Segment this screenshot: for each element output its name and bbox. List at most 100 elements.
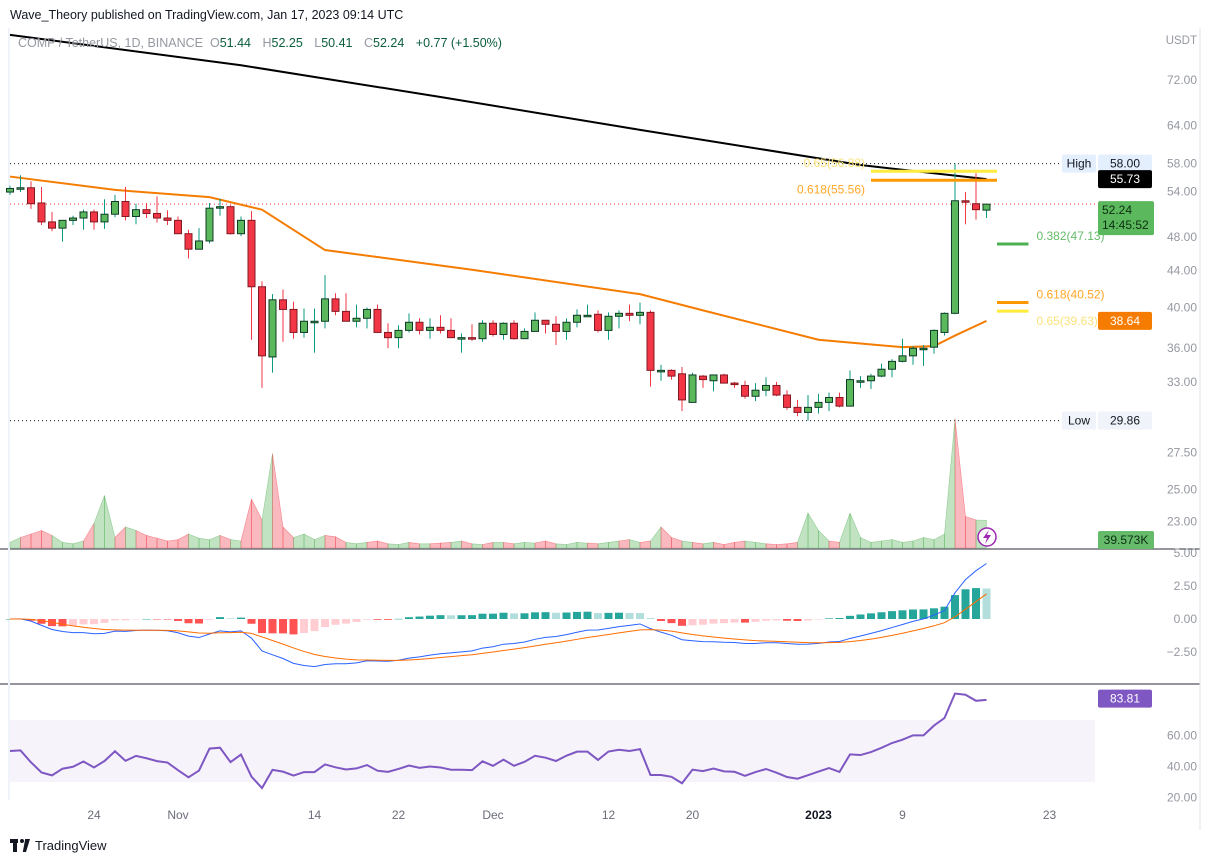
candle-body[interactable] — [594, 313, 602, 331]
candle-body[interactable] — [300, 320, 308, 333]
candle-body[interactable] — [258, 286, 266, 357]
candle-body[interactable] — [153, 212, 161, 219]
candle-body[interactable] — [699, 375, 707, 381]
candle-body[interactable] — [646, 311, 655, 371]
candle-body[interactable] — [415, 321, 424, 331]
candle-body[interactable] — [688, 374, 697, 403]
candle-body[interactable] — [741, 384, 749, 397]
candle-body[interactable] — [877, 368, 886, 377]
candle-body[interactable] — [835, 396, 844, 407]
candle-body[interactable] — [16, 187, 25, 190]
candle-body[interactable] — [478, 322, 487, 340]
candle-body[interactable] — [69, 217, 77, 221]
candle-body[interactable] — [132, 209, 140, 218]
candle-body[interactable] — [667, 369, 676, 377]
candle-body[interactable] — [37, 202, 46, 223]
candle-body[interactable] — [982, 203, 991, 211]
candle-body[interactable] — [625, 312, 634, 316]
symbol-name[interactable]: COMP / TetherUS, 1D, BINANCE — [18, 36, 204, 50]
candle-body[interactable] — [541, 319, 550, 325]
candle-body[interactable] — [562, 321, 571, 332]
candle-body[interactable] — [405, 321, 413, 331]
candle-body[interactable] — [237, 219, 245, 235]
candle-body[interactable] — [531, 319, 539, 332]
candle-body[interactable] — [205, 207, 214, 242]
candle-body[interactable] — [247, 219, 256, 288]
candle-body[interactable] — [657, 369, 665, 373]
candle-body[interactable] — [919, 347, 928, 351]
candle-body[interactable] — [226, 206, 235, 235]
candle-body[interactable] — [111, 200, 119, 215]
candle-body[interactable] — [898, 355, 907, 362]
candle-body[interactable] — [310, 320, 319, 324]
candle-body[interactable] — [27, 187, 35, 205]
candle-body[interactable] — [489, 322, 497, 336]
candle-body[interactable] — [384, 331, 392, 339]
candle-body[interactable] — [573, 314, 581, 323]
candle-body[interactable] — [909, 347, 917, 357]
candle-body[interactable] — [163, 217, 172, 221]
candle-body[interactable] — [394, 329, 403, 339]
candle-body[interactable] — [846, 379, 854, 407]
candle-body[interactable] — [552, 323, 560, 332]
candle-body[interactable] — [961, 200, 970, 203]
candle-body[interactable] — [604, 315, 613, 331]
candle-body[interactable] — [720, 374, 728, 384]
candle-body[interactable] — [331, 298, 340, 312]
candle-body[interactable] — [352, 317, 361, 322]
candle-body[interactable] — [814, 401, 823, 408]
macd-histogram-bar — [835, 618, 844, 619]
candle-body[interactable] — [930, 329, 938, 348]
candle-body[interactable] — [321, 298, 329, 322]
left-edge — [8, 28, 10, 800]
candle-body[interactable] — [195, 240, 203, 250]
candle-body[interactable] — [951, 200, 959, 314]
candle-body[interactable] — [730, 382, 739, 386]
candle-body[interactable] — [289, 308, 298, 333]
candle-body[interactable] — [583, 314, 592, 318]
candle-body[interactable] — [804, 406, 812, 413]
candle-body[interactable] — [447, 329, 455, 339]
candle-body[interactable] — [363, 308, 371, 319]
tradingview-logo[interactable]: TradingView — [10, 838, 107, 853]
candle-body[interactable] — [216, 206, 224, 209]
candle-body[interactable] — [457, 337, 466, 340]
candle-body[interactable] — [79, 211, 88, 219]
candle-body[interactable] — [520, 330, 529, 340]
candle-body[interactable] — [751, 389, 760, 397]
candle-body[interactable] — [678, 373, 686, 401]
candle-body[interactable] — [373, 308, 382, 333]
candle-body[interactable] — [268, 299, 277, 358]
candle-body[interactable] — [6, 187, 14, 193]
candle-body[interactable] — [499, 322, 508, 336]
candle-body[interactable] — [636, 311, 644, 316]
candle-body[interactable] — [510, 322, 518, 340]
candle-body[interactable] — [793, 406, 802, 413]
candle-body[interactable] — [184, 233, 193, 250]
candle-body[interactable] — [58, 219, 67, 229]
candle-body[interactable] — [342, 310, 350, 322]
candle-body[interactable] — [856, 380, 865, 383]
candle-body[interactable] — [90, 211, 98, 223]
candle-body[interactable] — [48, 221, 56, 229]
candle-body[interactable] — [940, 312, 949, 333]
candle-body[interactable] — [709, 374, 718, 382]
time-axis-label: 24 — [87, 808, 101, 822]
candle-body[interactable] — [174, 219, 182, 235]
candle-body[interactable] — [426, 326, 434, 331]
candle-body[interactable] — [142, 209, 151, 214]
candle-body[interactable] — [121, 200, 130, 218]
candle-body[interactable] — [279, 299, 287, 310]
candle-body[interactable] — [436, 326, 445, 331]
candle-body[interactable] — [867, 375, 875, 382]
candle-body[interactable] — [825, 396, 833, 403]
candle-body[interactable] — [972, 203, 980, 211]
candle-body[interactable] — [615, 312, 623, 317]
candle-body[interactable] — [468, 337, 476, 340]
candle-body[interactable] — [783, 394, 791, 408]
candle-body[interactable] — [100, 213, 109, 223]
candle-body[interactable] — [772, 384, 781, 396]
candle-body[interactable] — [888, 360, 896, 370]
candle-body[interactable] — [762, 384, 770, 391]
